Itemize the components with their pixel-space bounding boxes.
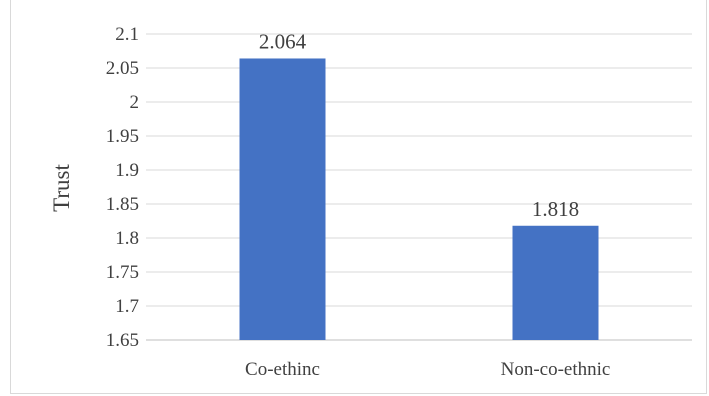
y-tick-label: 2.1 xyxy=(115,24,139,45)
y-tick-label: 1.8 xyxy=(115,228,139,249)
y-tick-label: 1.65 xyxy=(106,330,139,351)
bars: 2.064 1.818 xyxy=(239,29,599,340)
x-tick-label: Non-co-ethnic xyxy=(501,359,611,380)
gridlines xyxy=(146,33,692,341)
y-tick-label: 1.7 xyxy=(115,296,139,317)
x-axis-ticks: Co-ethinc Non-co-ethnic xyxy=(245,359,610,380)
data-label: 1.818 xyxy=(532,197,579,221)
y-tick-label: 1.95 xyxy=(106,126,139,147)
y-tick-label: 1.9 xyxy=(115,160,139,181)
x-tick-label: Co-ethinc xyxy=(245,359,320,380)
y-tick-label: 2.05 xyxy=(106,58,139,79)
y-axis-title: Trust xyxy=(49,164,74,212)
y-tick-label: 1.75 xyxy=(106,262,139,283)
y-axis-ticks: 1.65 1.7 1.75 1.8 1.85 1.9 1.95 2 2.05 2.1 xyxy=(106,24,139,351)
data-label: 2.064 xyxy=(259,29,307,53)
y-tick-label: 1.85 xyxy=(106,194,139,215)
y-tick-label: 2 xyxy=(130,92,140,113)
bar-2 xyxy=(512,225,599,340)
bar-1 xyxy=(239,58,326,340)
